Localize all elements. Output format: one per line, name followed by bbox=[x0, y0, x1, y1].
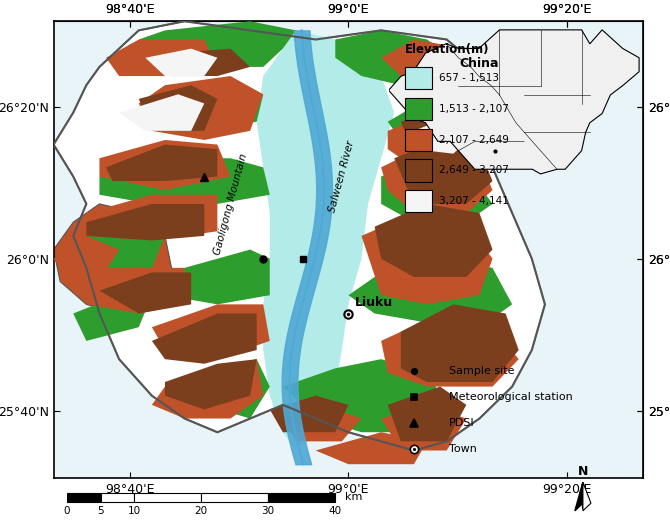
Polygon shape bbox=[86, 222, 139, 268]
Polygon shape bbox=[54, 236, 119, 281]
Polygon shape bbox=[394, 140, 492, 204]
Polygon shape bbox=[165, 250, 270, 304]
Polygon shape bbox=[381, 405, 466, 450]
Text: 0: 0 bbox=[64, 506, 70, 516]
Text: PDSI: PDSI bbox=[449, 418, 474, 428]
Polygon shape bbox=[401, 104, 480, 153]
Text: 40: 40 bbox=[328, 506, 342, 516]
Text: Sample site: Sample site bbox=[449, 366, 515, 376]
Text: Gaoligong Mountain: Gaoligong Mountain bbox=[212, 152, 249, 256]
Polygon shape bbox=[348, 259, 512, 327]
Polygon shape bbox=[145, 49, 217, 76]
Polygon shape bbox=[335, 30, 466, 85]
Polygon shape bbox=[575, 482, 583, 511]
Polygon shape bbox=[381, 144, 492, 213]
Text: N: N bbox=[578, 465, 588, 478]
Polygon shape bbox=[401, 304, 519, 382]
Polygon shape bbox=[257, 30, 394, 450]
Polygon shape bbox=[388, 108, 492, 176]
Text: Elevation(m): Elevation(m) bbox=[405, 43, 490, 56]
Text: 3,207 - 4,141: 3,207 - 4,141 bbox=[439, 196, 509, 206]
Bar bbox=[201, 493, 268, 502]
Text: Salween River: Salween River bbox=[328, 140, 356, 213]
Text: 2,649 - 3,207: 2,649 - 3,207 bbox=[439, 166, 509, 175]
Text: 1,513 - 2,107: 1,513 - 2,107 bbox=[439, 104, 509, 114]
Polygon shape bbox=[283, 405, 362, 441]
Text: 2,107 - 2,649: 2,107 - 2,649 bbox=[439, 135, 509, 144]
Polygon shape bbox=[106, 39, 217, 76]
Polygon shape bbox=[165, 359, 257, 409]
Text: Liuku: Liuku bbox=[355, 296, 393, 309]
Text: 20: 20 bbox=[194, 506, 208, 516]
Polygon shape bbox=[106, 144, 217, 181]
Text: China: China bbox=[459, 57, 498, 70]
Polygon shape bbox=[152, 313, 257, 364]
Text: 5: 5 bbox=[97, 506, 104, 516]
Polygon shape bbox=[375, 204, 492, 277]
Text: Meteorological station: Meteorological station bbox=[449, 392, 573, 402]
Polygon shape bbox=[99, 272, 191, 313]
Polygon shape bbox=[139, 85, 217, 131]
Polygon shape bbox=[152, 85, 263, 131]
Polygon shape bbox=[270, 396, 348, 432]
Polygon shape bbox=[172, 49, 250, 76]
Bar bbox=[100, 493, 134, 502]
Text: Town: Town bbox=[449, 443, 477, 453]
Text: km: km bbox=[345, 492, 362, 502]
Polygon shape bbox=[119, 95, 204, 131]
Polygon shape bbox=[414, 113, 480, 153]
Text: 30: 30 bbox=[261, 506, 275, 516]
Polygon shape bbox=[381, 158, 492, 222]
Text: 657 - 1,513: 657 - 1,513 bbox=[439, 73, 499, 83]
Polygon shape bbox=[381, 39, 480, 85]
Bar bbox=[268, 493, 335, 502]
Polygon shape bbox=[389, 30, 639, 174]
Polygon shape bbox=[99, 158, 270, 204]
Bar bbox=[134, 493, 201, 502]
Polygon shape bbox=[139, 21, 296, 67]
Polygon shape bbox=[583, 482, 591, 511]
Polygon shape bbox=[73, 295, 152, 341]
Polygon shape bbox=[54, 21, 545, 450]
Polygon shape bbox=[86, 204, 204, 241]
Polygon shape bbox=[362, 213, 492, 304]
Polygon shape bbox=[440, 58, 480, 85]
Polygon shape bbox=[381, 313, 519, 387]
Polygon shape bbox=[414, 53, 480, 85]
Polygon shape bbox=[152, 304, 270, 359]
Polygon shape bbox=[204, 359, 270, 418]
Polygon shape bbox=[86, 195, 217, 241]
Polygon shape bbox=[388, 387, 466, 441]
Polygon shape bbox=[73, 236, 165, 268]
Polygon shape bbox=[316, 432, 427, 464]
Text: 10: 10 bbox=[127, 506, 141, 516]
Polygon shape bbox=[99, 140, 230, 190]
Polygon shape bbox=[139, 76, 263, 140]
Polygon shape bbox=[86, 268, 185, 313]
Polygon shape bbox=[152, 359, 263, 418]
Bar bbox=[67, 493, 100, 502]
Polygon shape bbox=[283, 359, 447, 432]
Polygon shape bbox=[54, 204, 172, 313]
Polygon shape bbox=[388, 99, 480, 144]
